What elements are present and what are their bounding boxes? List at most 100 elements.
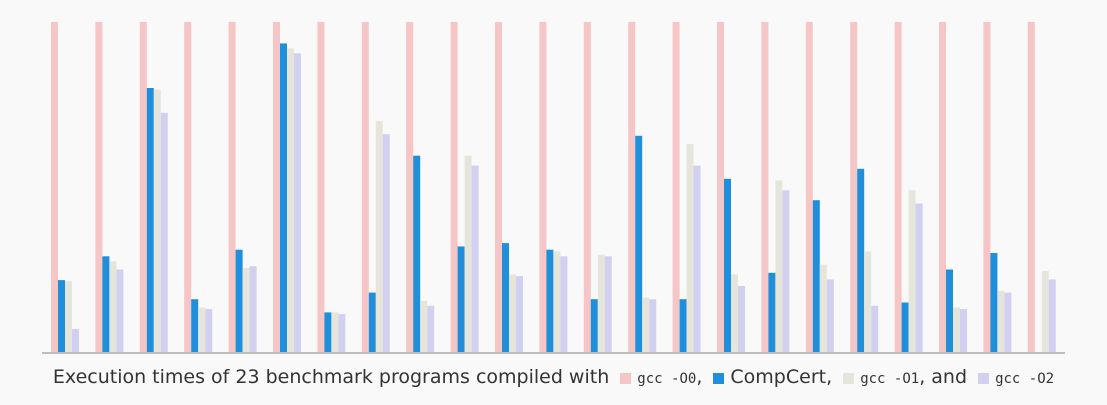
- bar-compcert-18: [812, 200, 820, 352]
- bar-gcc-o2-12: [560, 256, 568, 352]
- bar-compcert-2: [102, 256, 110, 352]
- bar-gcc-o1-5: [242, 267, 250, 353]
- bar-gcc-o1-23: [1041, 271, 1049, 352]
- bar-gcc-o0-21: [939, 22, 946, 352]
- bar-compcert-5: [235, 249, 243, 352]
- bar-gcc-o0-20: [894, 22, 902, 352]
- bar-compcert-10: [457, 246, 465, 352]
- caption-separator: ,: [826, 366, 833, 388]
- bar-gcc-o2-9: [427, 305, 435, 352]
- bars-group: [51, 22, 1056, 353]
- bar-compcert-11: [502, 243, 509, 352]
- bar-gcc-o1-20: [908, 190, 916, 352]
- bar-gcc-o2-5: [249, 266, 257, 352]
- bar-gcc-o2-16: [738, 286, 745, 352]
- bar-chart: [42, 22, 1065, 354]
- legend-label-compcert: CompCert: [730, 366, 827, 388]
- bar-gcc-o1-17: [775, 180, 783, 352]
- bar-gcc-o0-7: [317, 22, 325, 352]
- bar-gcc-o2-20: [915, 203, 923, 352]
- chart-caption-legend: Execution times of 23 benchmark programs…: [0, 366, 1107, 388]
- bar-gcc-o2-10: [471, 165, 479, 352]
- bar-compcert-16: [724, 178, 731, 353]
- legend-swatch-gcc-O2: [978, 373, 990, 384]
- bar-compcert-7: [324, 312, 332, 352]
- bar-gcc-o1-21: [953, 307, 960, 352]
- legend-label-gcc-O1: gcc -O1: [860, 371, 920, 387]
- bar-gcc-o2-19: [871, 305, 879, 352]
- bar-gcc-o2-7: [338, 314, 346, 353]
- bar-gcc-o0-22: [983, 22, 991, 352]
- bar-compcert-8: [368, 292, 376, 352]
- bar-gcc-o1-2: [109, 261, 117, 353]
- caption-prefix: Execution times of 23 benchmark programs…: [52, 366, 610, 388]
- bar-gcc-o1-4: [198, 307, 206, 352]
- bar-gcc-o0-13: [583, 22, 591, 352]
- bar-gcc-o0-16: [717, 22, 724, 352]
- bar-gcc-o0-4: [184, 22, 192, 352]
- bar-gcc-o1-3: [153, 89, 161, 352]
- bar-gcc-o2-2: [116, 269, 124, 352]
- bar-compcert-20: [901, 302, 909, 352]
- bar-compcert-4: [191, 299, 199, 352]
- legend-swatch-gcc-O0: [620, 373, 632, 384]
- bar-gcc-o1-13: [597, 254, 605, 352]
- bar-gcc-o1-12: [553, 251, 561, 352]
- bar-gcc-o0-19: [850, 22, 858, 352]
- bar-gcc-o0-1: [51, 22, 58, 352]
- caption-and: , and: [919, 366, 968, 388]
- bar-gcc-o1-8: [375, 121, 383, 352]
- legend-swatch-compcert: [713, 373, 725, 384]
- bar-gcc-o2-17: [782, 190, 790, 352]
- legend-label-gcc-O0: gcc -O0: [637, 371, 697, 387]
- bar-gcc-o0-8: [361, 22, 369, 352]
- bar-gcc-o2-4: [205, 309, 213, 352]
- bar-gcc-o0-5: [228, 22, 236, 352]
- bar-gcc-o0-15: [672, 22, 680, 352]
- bar-compcert-22: [990, 253, 998, 352]
- bar-gcc-o0-14: [628, 22, 636, 352]
- bar-compcert-21: [946, 269, 953, 352]
- bar-gcc-o0-17: [761, 22, 769, 352]
- bar-gcc-o1-22: [997, 290, 1005, 352]
- bar-gcc-o1-18: [819, 264, 827, 353]
- bar-gcc-o2-21: [960, 309, 967, 352]
- bar-compcert-1: [58, 280, 65, 352]
- bar-gcc-o1-14: [642, 297, 650, 353]
- bar-compcert-12: [546, 249, 554, 352]
- bar-gcc-o2-6: [294, 53, 301, 353]
- bar-gcc-o2-13: [604, 256, 612, 352]
- bar-compcert-6: [280, 43, 287, 353]
- bar-compcert-15: [679, 299, 687, 352]
- bar-gcc-o0-3: [139, 22, 147, 352]
- bar-gcc-o1-19: [864, 251, 872, 352]
- bar-gcc-o2-23: [1048, 279, 1056, 352]
- bar-gcc-o1-6: [287, 48, 294, 353]
- bar-gcc-o1-1: [65, 281, 72, 353]
- bar-gcc-o0-10: [450, 22, 458, 352]
- bar-gcc-o2-1: [72, 328, 79, 352]
- bar-gcc-o1-16: [731, 274, 738, 352]
- bar-gcc-o2-8: [382, 134, 390, 352]
- bar-gcc-o2-11: [516, 276, 523, 352]
- bar-gcc-o0-23: [1027, 22, 1035, 352]
- bar-gcc-o2-18: [826, 279, 834, 352]
- bar-gcc-o0-18: [805, 22, 813, 352]
- bar-compcert-14: [635, 135, 643, 352]
- bar-gcc-o0-11: [495, 22, 502, 352]
- bar-compcert-3: [146, 88, 154, 352]
- bar-gcc-o1-9: [420, 300, 428, 352]
- bar-compcert-9: [413, 155, 421, 352]
- bar-gcc-o1-10: [464, 155, 472, 352]
- bar-gcc-o0-12: [539, 22, 547, 352]
- bar-gcc-o1-15: [686, 144, 694, 352]
- bar-compcert-13: [590, 299, 598, 352]
- bar-compcert-19: [857, 168, 865, 352]
- bar-gcc-o2-14: [649, 299, 657, 352]
- bar-gcc-o1-11: [509, 274, 516, 352]
- legend-swatch-gcc-O1: [843, 373, 855, 384]
- bar-gcc-o2-3: [160, 112, 168, 353]
- legend-label-gcc-O2: gcc -O2: [995, 371, 1055, 387]
- bar-compcert-17: [768, 272, 776, 352]
- bar-gcc-o0-6: [273, 22, 280, 352]
